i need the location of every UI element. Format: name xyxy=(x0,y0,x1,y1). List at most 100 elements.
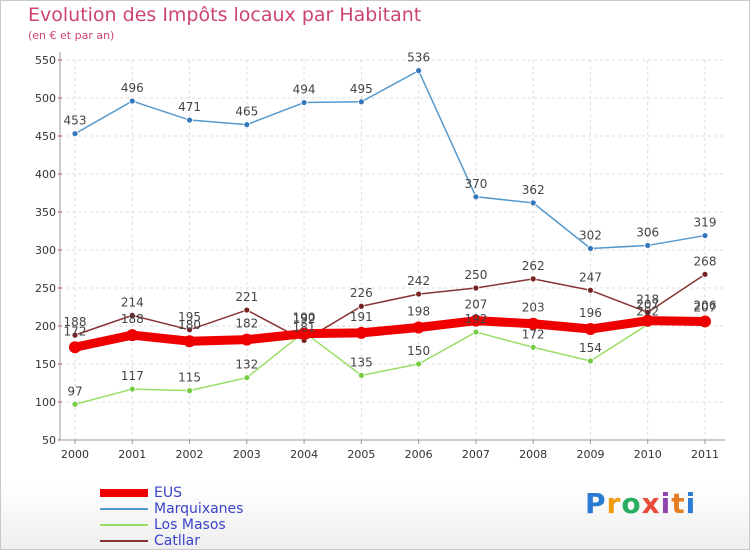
data-label-catllar: 218 xyxy=(636,292,659,306)
data-label-eus: 182 xyxy=(235,317,258,331)
data-point-los-masos xyxy=(472,328,480,336)
data-label-eus: 180 xyxy=(178,318,201,332)
y-tick-label: 200 xyxy=(35,320,56,333)
data-label-eus: 203 xyxy=(522,301,545,315)
data-point-los-masos xyxy=(71,400,79,408)
legend-swatch-marquixanes xyxy=(100,508,148,510)
x-tick-label: 2008 xyxy=(519,448,547,461)
series-line-eus xyxy=(70,316,710,352)
chart-subtitle: (en € et par an) xyxy=(28,29,115,42)
x-tick-label: 2009 xyxy=(576,448,604,461)
data-label-los-masos: 115 xyxy=(178,371,201,385)
data-label-marquixanes: 496 xyxy=(121,81,144,95)
legend-label-catllar: Catllar xyxy=(154,533,200,549)
y-tick-label: 450 xyxy=(35,130,56,143)
data-label-eus: 172 xyxy=(64,324,87,338)
data-label-eus: 188 xyxy=(121,312,144,326)
x-tick-label: 2003 xyxy=(233,448,261,461)
data-point-marquixanes xyxy=(644,242,652,249)
data-label-eus: 207 xyxy=(636,298,659,312)
data-point-los-masos xyxy=(415,360,423,368)
y-tick-label: 400 xyxy=(35,168,56,181)
y-tick-label: 150 xyxy=(35,358,56,371)
data-label-los-masos: 97 xyxy=(67,384,82,398)
y-tick-label: 500 xyxy=(35,92,56,105)
chart-title: Evolution des Impôts locaux par Habitant xyxy=(28,4,422,26)
data-label-catllar: 268 xyxy=(694,254,717,268)
data-point-eus xyxy=(469,314,482,327)
data-point-catllar xyxy=(701,270,709,278)
x-tick-label: 2002 xyxy=(176,448,204,461)
legend-label-los-masos: Los Masos xyxy=(154,517,226,533)
series-line-marquixanes xyxy=(74,69,706,250)
logo-letter: r xyxy=(606,487,622,520)
data-point-eus xyxy=(298,327,311,340)
data-point-marquixanes xyxy=(71,130,79,138)
data-point-los-masos xyxy=(128,385,136,393)
x-tick-label: 2004 xyxy=(290,448,318,461)
data-point-marquixanes xyxy=(243,121,251,128)
data-point-eus xyxy=(69,341,81,354)
data-label-los-masos: 135 xyxy=(350,355,373,369)
data-label-los-masos: 132 xyxy=(235,358,258,372)
data-label-catllar: 262 xyxy=(522,259,545,273)
data-point-catllar xyxy=(243,306,251,314)
data-point-marquixanes xyxy=(701,232,709,239)
data-point-eus xyxy=(527,317,540,330)
data-point-los-masos xyxy=(357,371,365,379)
data-label-catllar: 195 xyxy=(178,310,201,324)
x-tick-label: 2006 xyxy=(405,448,433,461)
data-point-marquixanes xyxy=(186,116,193,124)
data-label-los-masos: 150 xyxy=(407,344,430,358)
x-tick-label: 2011 xyxy=(691,448,719,461)
data-label-catllar: 181 xyxy=(293,320,316,334)
logo-letter: P xyxy=(585,487,607,520)
data-label-eus: 207 xyxy=(464,298,487,312)
legend-swatch-eus xyxy=(100,489,148,497)
data-label-marquixanes: 471 xyxy=(178,100,201,114)
data-point-catllar xyxy=(529,275,537,283)
data-label-marquixanes: 362 xyxy=(522,183,545,197)
data-label-marquixanes: 306 xyxy=(636,225,659,239)
data-label-catllar: 214 xyxy=(121,295,144,309)
data-point-eus xyxy=(183,335,196,348)
y-tick-label: 350 xyxy=(35,206,56,219)
data-point-los-masos xyxy=(243,374,251,382)
data-label-marquixanes: 453 xyxy=(64,114,87,128)
data-label-los-masos: 207 xyxy=(694,301,717,315)
data-point-marquixanes xyxy=(300,99,308,106)
legend-label-eus: EUS xyxy=(154,485,182,501)
data-point-catllar xyxy=(128,311,136,319)
data-point-eus xyxy=(641,314,654,327)
data-label-eus: 196 xyxy=(579,306,602,320)
data-label-marquixanes: 465 xyxy=(235,105,258,119)
data-label-eus: 198 xyxy=(407,305,430,319)
data-point-catllar xyxy=(71,331,79,339)
legend-label-marquixanes: Marquixanes xyxy=(154,501,244,517)
data-point-marquixanes xyxy=(472,193,480,201)
data-label-eus: 190 xyxy=(293,311,316,325)
data-point-catllar xyxy=(587,286,594,294)
y-tick-label: 50 xyxy=(42,434,56,447)
data-point-catllar xyxy=(186,326,193,334)
x-tick-label: 2001 xyxy=(118,448,146,461)
data-label-marquixanes: 536 xyxy=(407,51,430,65)
data-point-marquixanes xyxy=(128,97,136,105)
data-point-eus xyxy=(699,315,711,328)
logo-letter: o xyxy=(621,487,642,520)
logo-letter: t xyxy=(671,487,686,520)
data-point-los-masos xyxy=(587,357,594,365)
data-label-catllar: 226 xyxy=(350,286,373,300)
legend-swatch-los-masos xyxy=(100,524,148,526)
data-label-los-masos: 192 xyxy=(464,312,487,326)
data-point-eus xyxy=(584,323,597,336)
data-label-catllar: 242 xyxy=(407,274,430,288)
data-label-marquixanes: 370 xyxy=(464,177,487,191)
y-tick-label: 250 xyxy=(35,282,56,295)
y-tick-label: 550 xyxy=(35,54,56,67)
y-tick-label: 100 xyxy=(35,396,56,409)
data-label-catllar: 247 xyxy=(579,270,602,284)
data-point-marquixanes xyxy=(357,98,365,106)
